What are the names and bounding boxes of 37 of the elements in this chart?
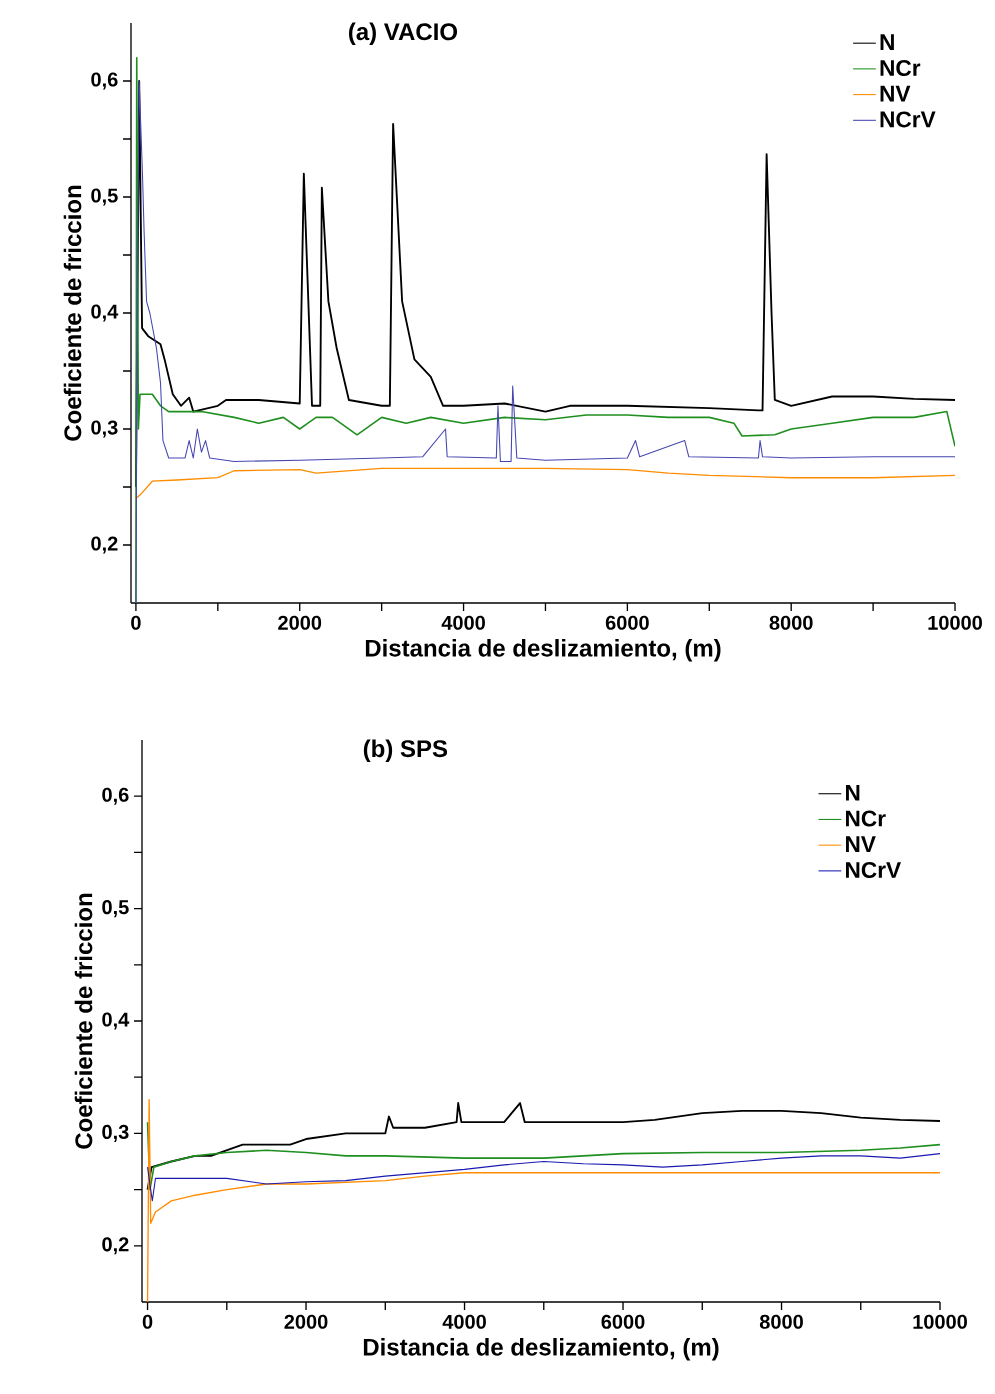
- chart-title: (a) VACIO: [349, 22, 458, 45]
- line-series: [146, 1121, 941, 1191]
- x-tick-label: 10000: [928, 615, 982, 630]
- y-tick-label: 0,5: [91, 188, 118, 206]
- x-tick-label: 2000: [278, 615, 322, 630]
- y-tick-label: 0,6: [102, 787, 129, 805]
- legend-label: NCr: [880, 59, 921, 77]
- x-tick-label: 8000: [759, 1314, 803, 1329]
- legend-label: NCrV: [846, 861, 901, 879]
- y-tick-label: 0,2: [91, 536, 118, 554]
- legend-label: NCrV: [880, 111, 936, 128]
- legend-label: N: [846, 784, 860, 801]
- x-tick-label: 0: [131, 615, 141, 630]
- x-tick-label: 4000: [442, 1314, 486, 1329]
- legend-label: NV: [846, 836, 876, 852]
- x-axis-title: Distancia de deslizamiento, (m): [363, 1338, 719, 1361]
- x-tick-label: 6000: [601, 1314, 645, 1329]
- legend-label: NV: [880, 85, 911, 102]
- y-tick-label: 0,5: [102, 900, 129, 918]
- x-axis-title: Distancia de deslizamiento, (m): [365, 639, 721, 662]
- legend-label: N: [880, 34, 894, 50]
- y-tick-label: 0,2: [102, 1237, 129, 1255]
- y-tick-label: 0,4: [91, 304, 119, 322]
- chart-title: (b) SPS: [363, 739, 448, 762]
- x-tick-label: 6000: [605, 615, 649, 630]
- y-tick-label: 0,3: [91, 420, 118, 438]
- y-tick-label: 0,6: [91, 72, 118, 90]
- x-tick-label: 8000: [769, 615, 813, 630]
- legend-label: NCr: [846, 810, 886, 827]
- x-tick-label: 0: [142, 1314, 153, 1329]
- y-axis-title: Coeficiente de friccion: [63, 185, 82, 441]
- y-tick-label: 0,4: [102, 1012, 130, 1030]
- y-tick-label: 0,3: [102, 1124, 129, 1142]
- x-tick-label: 2000: [284, 1314, 328, 1329]
- y-axis-title: Coeficiente de friccion: [74, 893, 93, 1149]
- x-tick-label: 4000: [441, 615, 485, 630]
- x-tick-label: 10000: [913, 1314, 967, 1329]
